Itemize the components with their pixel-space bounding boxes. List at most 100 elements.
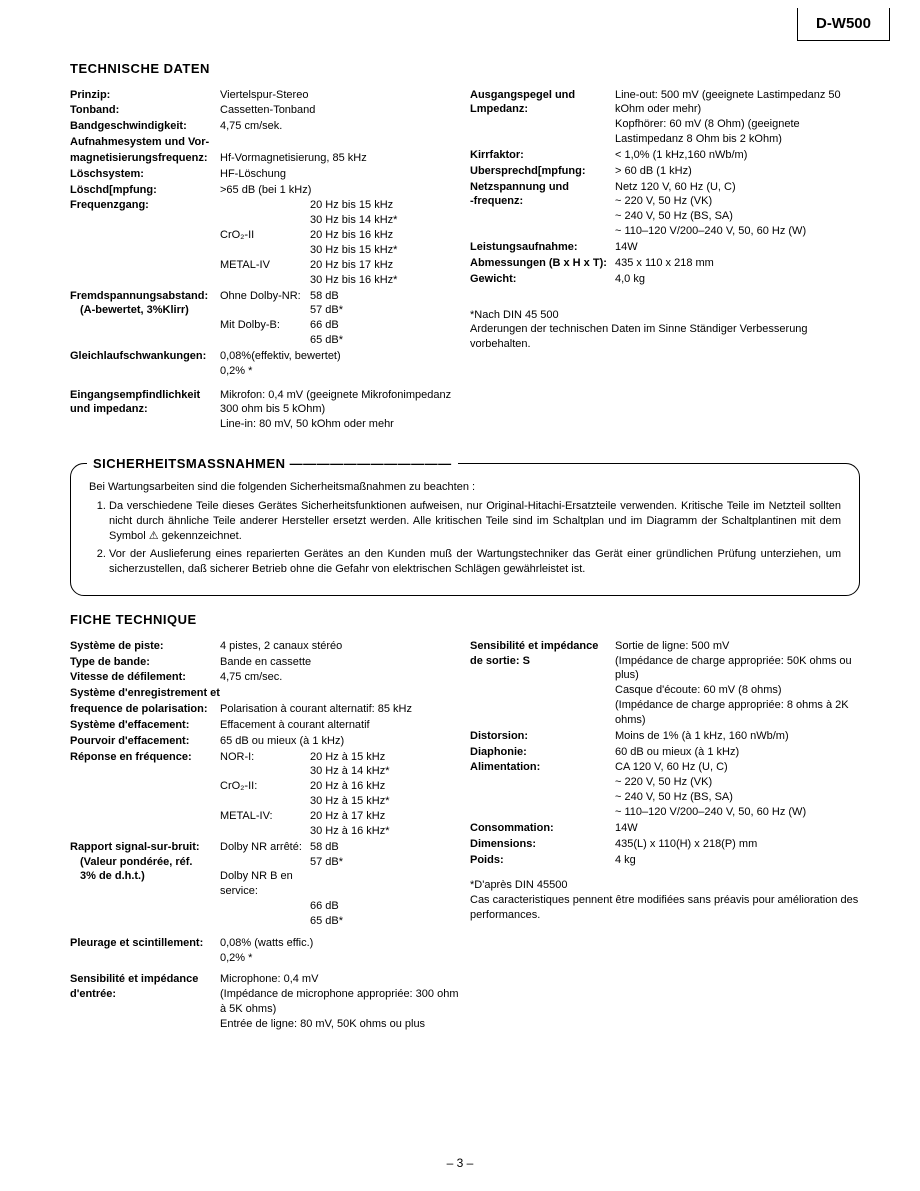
spec-row: Système d'effacement:Effacement à couran…	[70, 718, 460, 733]
fr-title: FICHE TECHNIQUE	[70, 611, 860, 629]
kv-key	[220, 914, 310, 929]
spec-row: Dimensions:435(L) x 110(H) x 218(P) mm	[470, 837, 860, 852]
spec-row: Consommation:14W	[470, 821, 860, 836]
kv-key: Dolby NR B en service:	[220, 869, 310, 899]
spec-row: Abmessungen (B x H x T):435 x 110 x 218 …	[470, 256, 860, 271]
kv-key: Dolby NR arrêté:	[220, 840, 310, 855]
kv-val: 58 dB	[310, 289, 460, 304]
spec-label: Ubersprechd[mpfung:	[470, 164, 615, 179]
page: D-W500 TECHNISCHE DATEN Prinzip:Viertels…	[0, 0, 920, 1191]
spec-row: Bandgeschwindigkeit:4,75 cm/sek.	[70, 119, 460, 134]
kv-val: 30 Hz à 16 kHz*	[310, 824, 460, 839]
kv-val: 57 dB*	[310, 303, 460, 318]
safety-title: SICHERHEITSMASSNAHMEN ————————————	[87, 455, 458, 473]
de-power-value: Netz 120 V, 60 Hz (U, C) ~ 220 V, 50 Hz …	[615, 180, 860, 239]
spec-label: Gewicht:	[470, 272, 615, 287]
spec-label: Poids:	[470, 853, 615, 868]
fr-columns: Système de piste:4 pistes, 2 canaux stér…	[70, 639, 860, 1033]
kv-val: 30 Hz bis 16 kHz*	[310, 273, 460, 288]
de-note2: Arderungen der technischen Daten im Sinn…	[470, 322, 860, 352]
spec-value: 4,75 cm/sec.	[220, 670, 460, 685]
de-freq-values: 20 Hz bis 15 kHz30 Hz bis 14 kHz*CrO₂-II…	[220, 198, 460, 287]
spec-value: 4,0 kg	[615, 272, 860, 287]
spec-row: Löschd[mpfung:>65 dB (bei 1 kHz)	[70, 183, 460, 198]
kv-val: 30 Hz à 15 kHz*	[310, 794, 460, 809]
spec-row: magnetisierungsfrequenz:Hf-Vormagnetisie…	[70, 151, 460, 166]
spec-value: 4 pistes, 2 canaux stéréo	[220, 639, 460, 654]
spec-value: < 1,0% (1 kHz,160 nWb/m)	[615, 148, 860, 163]
spec-value: Effacement à courant alternatif	[220, 718, 460, 733]
spec-value: >65 dB (bei 1 kHz)	[220, 183, 460, 198]
spec-value	[220, 686, 460, 701]
spec-label: Leistungsaufnahme:	[470, 240, 615, 255]
spec-row: Ubersprechd[mpfung:> 60 dB (1 kHz)	[470, 164, 860, 179]
de-left-col: Prinzip:Viertelspur-StereoTonband:Casset…	[70, 88, 460, 434]
spec-label: Diaphonie:	[470, 745, 615, 760]
kv-row: CrO₂-II:20 Hz à 16 kHz	[220, 779, 460, 794]
kv-val: 57 dB*	[310, 855, 460, 870]
kv-row: 30 Hz à 16 kHz*	[220, 824, 460, 839]
kv-key: CrO₂-II:	[220, 779, 310, 794]
spec-row: Leistungsaufnahme:14W	[470, 240, 860, 255]
de-right-col: Ausgangspegel und Lmpedanz: Line-out: 50…	[470, 88, 860, 434]
de-out-value: Line-out: 500 mV (geeignete Lastimpedanz…	[615, 88, 860, 147]
spec-label: Vitesse de défilement:	[70, 670, 220, 685]
kv-key: Mit Dolby-B:	[220, 318, 310, 333]
fr-in-value: Microphone: 0,4 mV (Impédance de microph…	[220, 972, 460, 1031]
de-title: TECHNISCHE DATEN	[70, 60, 860, 78]
de-power-label: Netzspannung und -frequenz:	[470, 180, 615, 239]
spec-value: 14W	[615, 240, 860, 255]
de-columns: Prinzip:Viertelspur-StereoTonband:Casset…	[70, 88, 860, 434]
kv-key	[220, 764, 310, 779]
page-number: – 3 –	[0, 1155, 920, 1171]
spec-value: 60 dB ou mieux (à 1 kHz)	[615, 745, 860, 760]
spec-value: Viertelspur-Stereo	[220, 88, 460, 103]
fr-out-label: Sensibilité et impédance de sortie: S	[470, 639, 615, 728]
kv-val: 65 dB*	[310, 914, 460, 929]
model-label: D-W500	[797, 8, 890, 41]
spec-value: Hf-Vormagnetisierung, 85 kHz	[220, 151, 460, 166]
spec-label: Kirrfaktor:	[470, 148, 615, 163]
kv-key: METAL-IV	[220, 258, 310, 273]
fr-out-value: Sortie de ligne: 500 mV (Impédance de ch…	[615, 639, 860, 728]
kv-val	[310, 869, 460, 899]
kv-row: 30 Hz à 14 kHz*	[220, 764, 460, 779]
fr-in-label: Sensibilité et impédance d'entrée:	[70, 972, 220, 1031]
spec-value: 14W	[615, 821, 860, 836]
kv-row: 66 dB	[220, 899, 460, 914]
kv-row: 57 dB*	[220, 303, 460, 318]
de-wow-label: Gleichlaufschwankungen:	[70, 349, 220, 379]
kv-row: 57 dB*	[220, 855, 460, 870]
spec-value: 4,75 cm/sek.	[220, 119, 460, 134]
kv-key	[220, 855, 310, 870]
kv-key	[220, 899, 310, 914]
spec-row: Vitesse de défilement:4,75 cm/sec.	[70, 670, 460, 685]
spec-value	[220, 135, 460, 150]
de-wow-value: 0,08%(effektiv, bewertet) 0,2% *	[220, 349, 460, 379]
kv-val: 30 Hz bis 14 kHz*	[310, 213, 460, 228]
de-in-label: Eingangsempfindlichkeit und impedanz:	[70, 388, 220, 433]
kv-row: 30 Hz bis 14 kHz*	[220, 213, 460, 228]
kv-val: 66 dB	[310, 899, 460, 914]
kv-row: Ohne Dolby-NR:58 dB	[220, 289, 460, 304]
fr-snr-values: Dolby NR arrêté:58 dB57 dB*Dolby NR B en…	[220, 840, 460, 929]
spec-value: 65 dB ou mieux (à 1 kHz)	[220, 734, 460, 749]
kv-val: 65 dB*	[310, 333, 460, 348]
spec-label: Distorsion:	[470, 729, 615, 744]
kv-row: Dolby NR arrêté:58 dB	[220, 840, 460, 855]
kv-row: 65 dB*	[220, 333, 460, 348]
de-freq-label: Frequenzgang:	[70, 198, 220, 287]
spec-label: frequence de polarisation:	[70, 702, 220, 717]
spec-row: Kirrfaktor:< 1,0% (1 kHz,160 nWb/m)	[470, 148, 860, 163]
spec-row: frequence de polarisation:Polarisation à…	[70, 702, 460, 717]
kv-row: 20 Hz bis 15 kHz	[220, 198, 460, 213]
spec-value: Cassetten-Tonband	[220, 103, 460, 118]
spec-row: Système d'enregistrement et	[70, 686, 460, 701]
spec-label: Löschsystem:	[70, 167, 220, 182]
kv-row: METAL-IV:20 Hz à 17 kHz	[220, 809, 460, 824]
kv-row: CrO₂-II20 Hz bis 16 kHz	[220, 228, 460, 243]
spec-label: Aufnahmesystem und Vor-	[70, 135, 220, 150]
fr-note1: *D'après DIN 45500	[470, 878, 860, 893]
kv-key: NOR-I:	[220, 750, 310, 765]
fr-note2: Cas caracteristiques pennent être modifi…	[470, 893, 860, 923]
